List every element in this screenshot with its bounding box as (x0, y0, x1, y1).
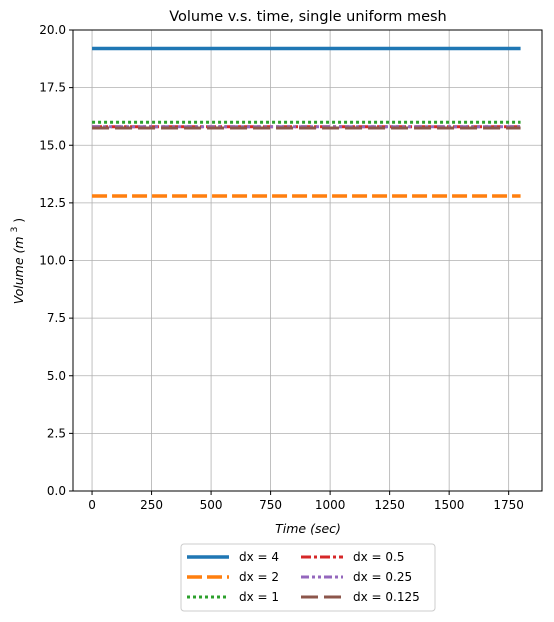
chart-title: Volume v.s. time, single uniform mesh (169, 9, 447, 25)
legend-label-2: dx = 1 (239, 590, 279, 604)
x-axis-label-unit: (sec) (310, 521, 341, 536)
x-axis-ticks: 0 250 500 750 1000 1250 1500 1750 (88, 491, 524, 512)
y-tick-label: 20.0 (39, 23, 66, 37)
x-tick-label: 500 (200, 498, 223, 512)
y-axis-label-unit: (m (11, 236, 26, 253)
legend: dx = 4 dx = 2 dx = 1 dx = 0.5 dx = 0.25 dx = … (180, 543, 436, 612)
legend-items: dx = 4 dx = 2 dx = 1 dx = 0.5 dx = 0.25 dx = … (187, 550, 420, 604)
y-axis-label-unit-close: ) (11, 218, 26, 223)
grid (73, 29, 542, 492)
y-axis-label-unit-exp: 3 (10, 227, 20, 233)
x-tick-label: 250 (140, 498, 163, 512)
y-tick-label: 15.0 (39, 138, 66, 152)
series-lines (92, 46, 521, 198)
y-axis-label-text: Volume (11, 257, 26, 304)
x-tick-label: 1000 (315, 498, 346, 512)
y-axis-ticks: 0.0 2.5 5.0 7.5 10.0 12.5 15.0 17.5 20.0 (39, 23, 73, 498)
y-tick-label: 12.5 (39, 196, 66, 210)
x-tick-label: 1250 (374, 498, 405, 512)
legend-label-0: dx = 4 (239, 550, 279, 564)
y-axis-label: Volume (m 3 ) (5, 218, 26, 304)
x-tick-label: 750 (259, 498, 282, 512)
y-tick-label: 10.0 (39, 254, 66, 268)
legend-label-5: dx = 0.125 (353, 590, 420, 604)
x-axis-label: Time (sec) (275, 521, 341, 536)
y-tick-label: 0.0 (47, 484, 66, 498)
x-tick-label: 1500 (434, 498, 465, 512)
legend-label-3: dx = 0.5 (353, 550, 405, 564)
y-tick-label: 5.0 (47, 369, 66, 383)
x-tick-label: 1750 (493, 498, 524, 512)
legend-label-1: dx = 2 (239, 570, 279, 584)
y-tick-label: 17.5 (39, 81, 66, 95)
x-axis-label-text: Time (275, 521, 306, 536)
y-tick-label: 7.5 (47, 311, 66, 325)
legend-label-4: dx = 0.25 (353, 570, 412, 584)
x-tick-label: 0 (88, 498, 96, 512)
y-tick-label: 2.5 (47, 426, 66, 440)
